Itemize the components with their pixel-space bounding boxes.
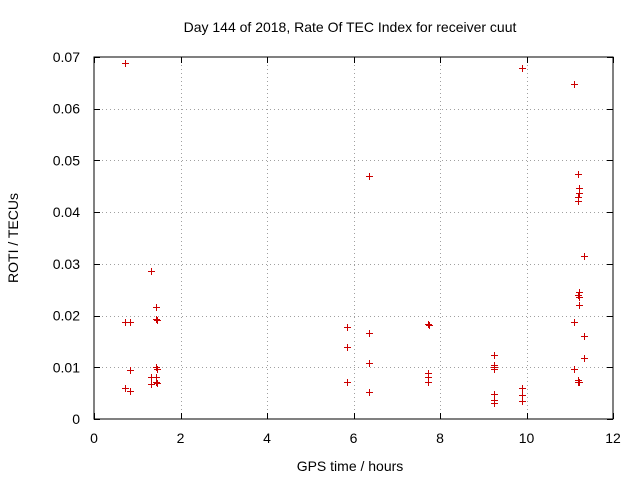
y-tick-label: 0.01 (53, 359, 80, 375)
x-tick-label: 8 (436, 430, 444, 446)
tick-layer: 0 2 4 6 8 10 12 0 0.01 0.02 0.03 0.04 0.05 0.06 0.07 (53, 49, 621, 446)
y-axis-title: ROTI / TECUs (5, 193, 21, 283)
chart-title: Day 144 of 2018, Rate Of TEC Index for r… (184, 19, 517, 35)
data-point (153, 316, 160, 323)
y-tick-label: 0.04 (53, 204, 80, 220)
data-point (344, 379, 351, 386)
data-point (491, 352, 498, 359)
data-point (425, 379, 432, 386)
data-point (122, 385, 129, 392)
data-point (519, 392, 526, 399)
data-point (519, 385, 526, 392)
x-tick-label: 0 (90, 430, 98, 446)
data-point (575, 198, 582, 205)
data-point (127, 367, 134, 374)
x-tick-label: 4 (263, 430, 271, 446)
data-point (426, 322, 433, 329)
y-tick-label: 0 (72, 411, 80, 427)
data-point (344, 324, 351, 331)
data-point (575, 171, 582, 178)
x-tick-label: 2 (177, 430, 185, 446)
data-point (154, 317, 161, 324)
data-point (153, 379, 160, 386)
y-tick-label: 0.05 (53, 152, 80, 168)
x-axis-title: GPS time / hours (297, 458, 404, 474)
data-point (366, 173, 373, 180)
data-point (571, 81, 578, 88)
data-point (581, 253, 588, 260)
y-tick-label: 0.06 (53, 101, 80, 117)
plot-frame (93, 56, 614, 420)
data-point (154, 380, 161, 387)
data-point (344, 344, 351, 351)
data-point (127, 388, 134, 395)
data-point (127, 319, 134, 326)
data-point (576, 302, 583, 309)
data-point (366, 389, 373, 396)
data-point (148, 381, 155, 388)
data-point (519, 65, 526, 72)
grid-layer (94, 57, 613, 419)
data-point (575, 379, 582, 386)
y-tick-label: 0.07 (53, 49, 80, 65)
data-point (576, 190, 583, 197)
data-point (571, 366, 578, 373)
data-point (425, 321, 432, 328)
data-point (576, 294, 583, 301)
data-point (153, 304, 160, 311)
data-point (366, 360, 373, 367)
x-tick-label: 6 (350, 430, 358, 446)
data-point (148, 268, 155, 275)
data-point (154, 366, 161, 373)
y-tick-label: 0.03 (53, 256, 80, 272)
data-point (519, 398, 526, 405)
data-point (491, 400, 498, 407)
data-point (122, 60, 129, 67)
y-tick-label: 0.02 (53, 308, 80, 324)
data-point (366, 330, 373, 337)
data-point (491, 366, 498, 373)
x-tick-label: 10 (519, 430, 535, 446)
data-point (581, 355, 588, 362)
data-point (581, 333, 588, 340)
data-points (122, 60, 588, 407)
data-point (491, 391, 498, 398)
x-tick-label: 12 (605, 430, 621, 446)
data-point (571, 319, 578, 326)
